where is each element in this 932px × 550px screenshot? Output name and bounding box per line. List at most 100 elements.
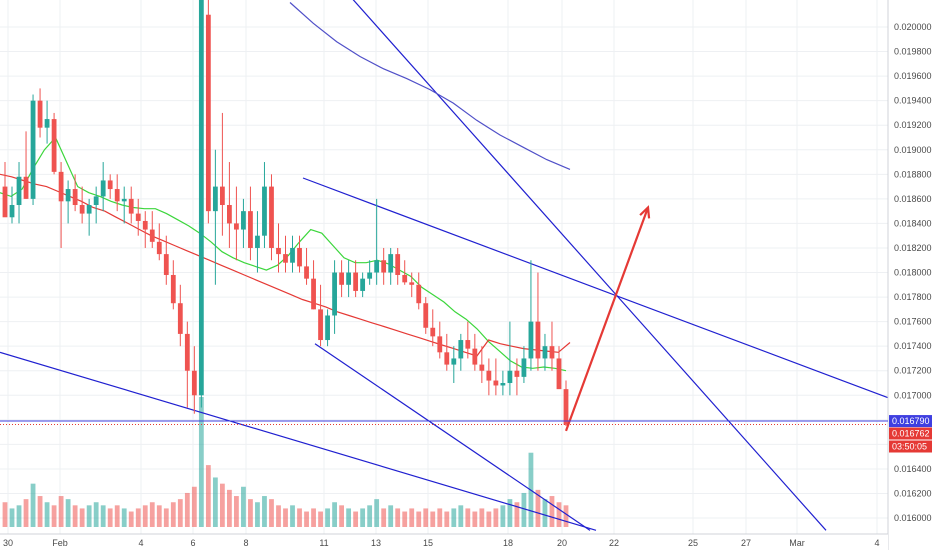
candle-body xyxy=(297,247,302,267)
volume-bar xyxy=(318,511,323,527)
candle-body xyxy=(458,340,464,359)
volume-bar xyxy=(177,499,183,527)
volume-bar xyxy=(381,508,387,527)
volume-bar xyxy=(402,511,408,527)
volume-bar xyxy=(521,492,527,527)
candle-body xyxy=(318,309,323,341)
volume-bar xyxy=(493,508,499,527)
candle-body xyxy=(402,274,408,283)
volume-bar xyxy=(269,499,274,527)
volume-bar xyxy=(262,496,267,527)
candle-body xyxy=(290,247,295,263)
candle-body xyxy=(163,254,169,275)
annotations[interactable] xyxy=(564,205,651,432)
volume-bar xyxy=(423,508,429,527)
volume-bar xyxy=(430,511,436,527)
price-tick-label: 0.018000 xyxy=(894,268,932,278)
volume-bar xyxy=(100,505,106,527)
candle-body xyxy=(72,189,78,206)
candle-body xyxy=(234,223,239,230)
volume-bar xyxy=(304,511,309,527)
ema-fast-line xyxy=(0,136,567,372)
candle-body xyxy=(107,180,113,190)
candle-body xyxy=(227,205,232,224)
volume-bar xyxy=(416,511,422,527)
candle-body xyxy=(381,260,387,273)
candle-body xyxy=(465,340,471,349)
candle-body xyxy=(325,315,330,341)
candle-body xyxy=(311,278,316,310)
candle-body xyxy=(409,282,415,285)
candle-body xyxy=(528,321,534,359)
candle-body xyxy=(479,364,485,371)
volume-bar xyxy=(458,505,464,527)
volume-bar xyxy=(121,508,127,527)
candle-body xyxy=(556,358,562,390)
volume-bar xyxy=(44,502,50,527)
volume-bar xyxy=(346,508,352,527)
candle-body xyxy=(121,198,127,202)
candle-body xyxy=(198,0,204,396)
volume-bar xyxy=(149,502,155,527)
price-axis[interactable]: 0.020000 0.019800 0.019600 0.019400 0.019200… xyxy=(887,0,932,550)
time-tick-label: 4 xyxy=(874,538,879,548)
time-tick-label: Mar xyxy=(789,538,805,548)
time-axis-bg xyxy=(0,534,888,550)
candle-body xyxy=(205,14,211,212)
time-axis[interactable]: 30 Feb 4 6 8 11 13 15 18 20 22 25 27 Mar 4 xyxy=(0,533,888,550)
candle-body xyxy=(30,100,36,199)
volume-bar xyxy=(2,502,8,527)
price-tag-bg xyxy=(889,415,932,428)
volume-bar xyxy=(16,505,22,527)
candle-body xyxy=(114,189,120,202)
volume-bar xyxy=(114,505,120,527)
price-tick-label: 0.019800 xyxy=(894,47,932,57)
candle-body xyxy=(360,278,366,291)
volume-bar xyxy=(395,508,401,527)
candle-body xyxy=(262,186,267,236)
time-tick-label: 30 xyxy=(3,538,13,548)
candle-body xyxy=(500,383,506,386)
time-tick-label: 25 xyxy=(688,538,698,548)
candle-body xyxy=(269,186,274,248)
price-tick-label: 0.017200 xyxy=(894,366,932,376)
trendlines[interactable] xyxy=(0,0,889,531)
candle-body xyxy=(156,241,162,255)
volume-bar xyxy=(163,508,169,527)
candle-body xyxy=(191,370,197,396)
price-axis-bg xyxy=(888,0,932,550)
price-tick-label: 0.019200 xyxy=(894,120,932,130)
price-tick-label: 0.018600 xyxy=(894,194,932,204)
price-tick-label: 0.019600 xyxy=(894,71,932,81)
price-tick-label: 0.019000 xyxy=(894,145,932,155)
long-ma-line xyxy=(289,2,571,170)
candle-body xyxy=(255,235,260,248)
volume-bar xyxy=(205,465,211,527)
price-tick-label: 0.018200 xyxy=(894,243,932,253)
volume-bar xyxy=(276,505,281,527)
volume-bar xyxy=(156,505,162,527)
time-tick-label: 18 xyxy=(503,538,513,548)
volume-bar xyxy=(227,489,232,527)
candle-body xyxy=(184,333,190,371)
price-tick-label: 0.016400 xyxy=(894,464,932,474)
time-tick-label: 6 xyxy=(190,538,195,548)
price-tags: 0.016790 0.016762 03:50:05 xyxy=(0,415,932,453)
volume-bar xyxy=(65,499,71,527)
candle-body xyxy=(142,220,148,230)
volume-bar xyxy=(184,492,190,527)
candle-body xyxy=(37,100,43,128)
candle-body xyxy=(58,171,64,202)
candle-body xyxy=(149,229,155,242)
candle-body xyxy=(219,186,225,206)
candle-body xyxy=(542,346,548,359)
volume-bar xyxy=(563,505,569,527)
volume-bar xyxy=(479,508,485,527)
price-tag-label: 0.016762 xyxy=(892,428,930,438)
volume-bar xyxy=(437,508,443,527)
volume-bar xyxy=(107,508,113,527)
volume-bar xyxy=(219,483,225,527)
candle-body xyxy=(493,380,499,386)
volume-bar xyxy=(198,397,204,527)
